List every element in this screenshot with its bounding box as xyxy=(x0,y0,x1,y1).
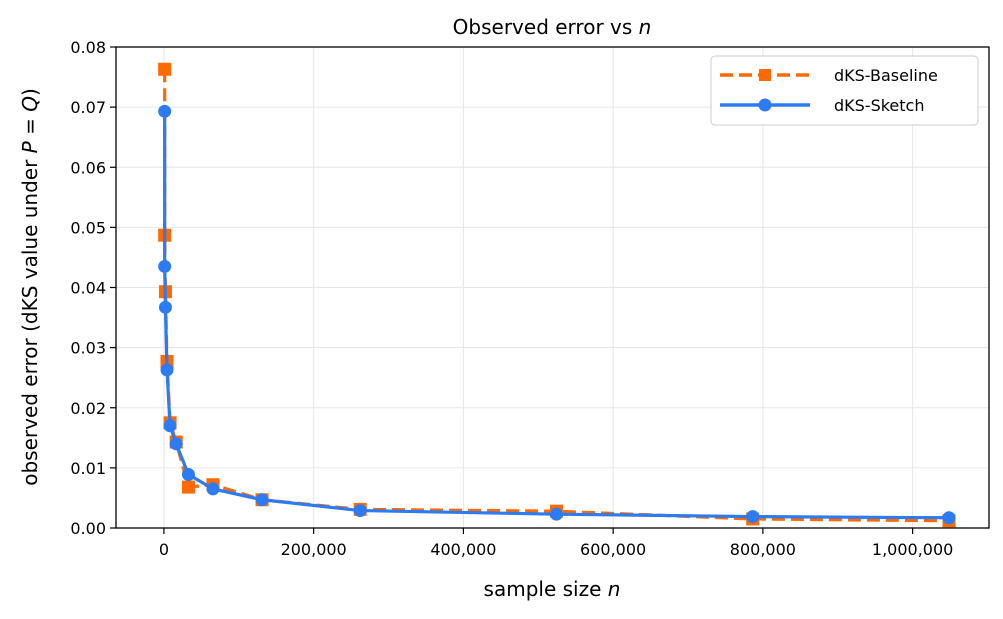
y-tick-label: 0.00 xyxy=(70,519,106,538)
legend-entry-baseline: dKS-Baseline xyxy=(720,66,938,85)
data-point-dks-sketch xyxy=(549,507,563,521)
data-point-dks-sketch xyxy=(181,467,195,481)
data-point-dks-sketch xyxy=(158,259,172,273)
data-point-dks-sketch xyxy=(942,511,956,525)
y-axis-label: observed error (dKS value under P = Q) xyxy=(18,88,42,486)
data-point-dks-baseline xyxy=(158,62,172,76)
data-point-dks-sketch xyxy=(255,493,269,507)
y-tick-label: 0.06 xyxy=(70,158,106,177)
data-point-dks-sketch xyxy=(746,510,760,524)
data-point-dks-sketch xyxy=(353,504,367,518)
y-tick-label: 0.03 xyxy=(70,339,106,358)
data-point-dks-sketch xyxy=(169,437,183,451)
ticks: 0 200,000 400,000 600,000 800,000 1,000,000 0.… xyxy=(70,38,953,559)
x-tick-label: 400,000 xyxy=(430,540,496,559)
chart-title: Observed error vs n xyxy=(453,15,652,39)
series-layer xyxy=(158,62,956,528)
x-tick-label: 200,000 xyxy=(281,540,347,559)
legend-marker-baseline xyxy=(759,69,771,81)
y-tick-label: 0.02 xyxy=(70,399,106,418)
data-point-dks-sketch xyxy=(206,482,220,496)
x-tick-label: 0 xyxy=(159,540,169,559)
data-point-dks-sketch xyxy=(160,363,174,377)
x-tick-label: 800,000 xyxy=(730,540,796,559)
y-tick-label: 0.08 xyxy=(70,38,106,57)
y-tick-label: 0.01 xyxy=(70,459,106,478)
legend-marker-sketch xyxy=(758,98,772,112)
legend-entry-sketch: dKS-Sketch xyxy=(720,96,924,115)
data-point-dks-sketch xyxy=(158,300,172,314)
legend: dKS-Baseline dKS-Sketch xyxy=(710,55,979,126)
legend-label-baseline: dKS-Baseline xyxy=(834,66,938,85)
y-tick-label: 0.05 xyxy=(70,218,106,237)
x-tick-label: 1,000,000 xyxy=(872,540,953,559)
legend-label-sketch: dKS-Sketch xyxy=(834,96,924,115)
x-axis-label: sample size n xyxy=(484,577,621,601)
y-tick-label: 0.07 xyxy=(70,98,106,117)
y-tick-label: 0.04 xyxy=(70,279,106,298)
x-tick-label: 600,000 xyxy=(580,540,646,559)
data-point-dks-sketch xyxy=(158,104,172,118)
data-point-dks-baseline xyxy=(181,480,195,494)
data-point-dks-sketch xyxy=(163,419,177,433)
